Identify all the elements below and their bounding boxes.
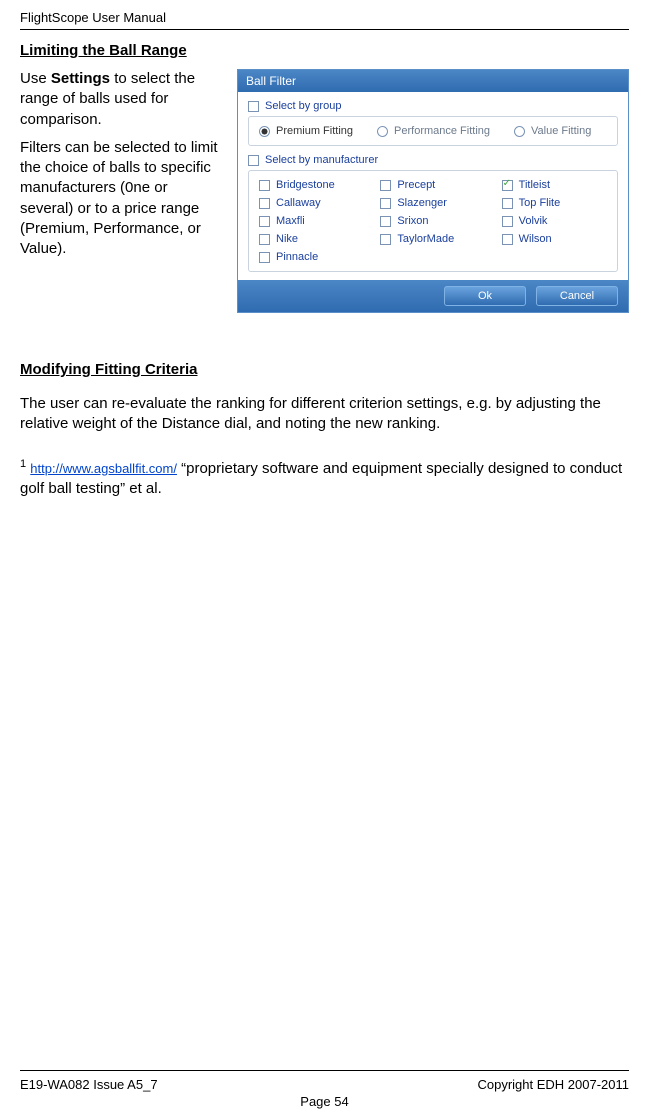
manufacturer-item[interactable]: TaylorMade — [380, 233, 485, 245]
manufacturer-item[interactable]: Volvik — [502, 215, 607, 227]
footer-right: Copyright EDH 2007-2011 — [477, 1077, 629, 1092]
select-by-group-checkbox[interactable] — [248, 101, 259, 112]
manufacturer-item[interactable]: Callaway — [259, 197, 364, 209]
checkbox-icon[interactable] — [380, 180, 391, 191]
footer-rule — [20, 1070, 629, 1071]
section1-para2: Filters can be selected to limit the cho… — [20, 138, 225, 260]
checkbox-icon[interactable] — [502, 180, 513, 191]
manufacturer-label: Srixon — [397, 215, 428, 227]
manufacturer-label: Wilson — [519, 233, 552, 245]
checkbox-icon[interactable] — [259, 180, 270, 191]
checkbox-icon[interactable] — [502, 198, 513, 209]
group-option[interactable]: Performance Fitting — [377, 125, 490, 137]
manufacturer-label: Slazenger — [397, 197, 447, 209]
group-option-label: Value Fitting — [531, 125, 591, 137]
manufacturer-item[interactable]: Pinnacle — [259, 251, 364, 263]
radio-icon[interactable] — [377, 126, 388, 137]
footer-left: E19-WA082 Issue A5_7 — [20, 1077, 158, 1092]
footer-page: Page 54 — [20, 1094, 629, 1109]
manufacturer-label: TaylorMade — [397, 233, 454, 245]
ok-button[interactable]: Ok — [444, 286, 526, 306]
select-by-mfr-label: Select by manufacturer — [265, 154, 378, 166]
select-by-group-label: Select by group — [265, 100, 341, 112]
group-option-label: Premium Fitting — [276, 125, 353, 137]
checkbox-icon[interactable] — [502, 216, 513, 227]
manufacturer-item[interactable]: Bridgestone — [259, 179, 364, 191]
manufacturer-label: Titleist — [519, 179, 550, 191]
manufacturer-item[interactable]: Wilson — [502, 233, 607, 245]
para1-bold: Settings — [51, 70, 110, 87]
manufacturer-item[interactable]: Top Flite — [502, 197, 607, 209]
section1-row: Use Settings to select the range of ball… — [20, 69, 629, 313]
checkbox-icon[interactable] — [259, 198, 270, 209]
group-option[interactable]: Value Fitting — [514, 125, 591, 137]
manufacturer-item[interactable]: Nike — [259, 233, 364, 245]
dialog-body: Select by group Premium Fitting Performan… — [238, 92, 628, 272]
header-rule — [20, 29, 629, 30]
checkbox-icon[interactable] — [259, 234, 270, 245]
manufacturer-item[interactable]: Slazenger — [380, 197, 485, 209]
checkbox-icon[interactable] — [259, 216, 270, 227]
radio-icon[interactable] — [259, 126, 270, 137]
doc-header-title: FlightScope User Manual — [20, 10, 629, 25]
footnote-link[interactable]: http://www.agsballfit.com/ — [30, 461, 177, 476]
manufacturer-label: Maxfli — [276, 215, 305, 227]
cancel-button[interactable]: Cancel — [536, 286, 618, 306]
manufacturer-label: Callaway — [276, 197, 321, 209]
section2-heading: Modifying Fitting Criteria — [20, 361, 629, 378]
manufacturer-panel: Bridgestone Precept Titleist Callaway Slazen… — [248, 170, 618, 272]
radio-icon[interactable] — [514, 126, 525, 137]
select-by-group-row[interactable]: Select by group — [248, 100, 618, 112]
para1-pre: Use — [20, 70, 51, 87]
checkbox-icon[interactable] — [502, 234, 513, 245]
checkbox-icon[interactable] — [380, 216, 391, 227]
dialog-button-bar: Ok Cancel — [238, 280, 628, 312]
manufacturer-label: Pinnacle — [276, 251, 318, 263]
group-option[interactable]: Premium Fitting — [259, 125, 353, 137]
group-option-label: Performance Fitting — [394, 125, 490, 137]
ball-filter-dialog: Ball Filter Select by group Premium Fitt… — [237, 69, 629, 313]
section1-para1: Use Settings to select the range of ball… — [20, 69, 225, 130]
manufacturer-label: Precept — [397, 179, 435, 191]
manufacturer-label: Bridgestone — [276, 179, 335, 191]
section2-body: The user can re-evaluate the ranking for… — [20, 394, 629, 435]
select-by-mfr-checkbox[interactable] — [248, 155, 259, 166]
manufacturer-label: Volvik — [519, 215, 548, 227]
footnote-marker: 1 — [20, 458, 26, 470]
manufacturer-item[interactable]: Maxfli — [259, 215, 364, 227]
footnote: 1 http://www.agsballfit.com/ “proprietar… — [20, 457, 629, 500]
section1-text-column: Use Settings to select the range of ball… — [20, 69, 225, 313]
section1-heading: Limiting the Ball Range — [20, 42, 629, 59]
dialog-title: Ball Filter — [238, 70, 628, 92]
checkbox-icon[interactable] — [259, 252, 270, 263]
manufacturer-label: Top Flite — [519, 197, 561, 209]
checkbox-icon[interactable] — [380, 234, 391, 245]
manufacturer-item[interactable]: Precept — [380, 179, 485, 191]
manufacturer-item[interactable]: Srixon — [380, 215, 485, 227]
page-footer: E19-WA082 Issue A5_7 Copyright EDH 2007-… — [20, 1068, 629, 1109]
checkbox-icon[interactable] — [380, 198, 391, 209]
manufacturer-item[interactable]: Titleist — [502, 179, 607, 191]
group-options-panel: Premium Fitting Performance Fitting Value … — [248, 116, 618, 146]
select-by-mfr-row[interactable]: Select by manufacturer — [248, 154, 618, 166]
manufacturer-label: Nike — [276, 233, 298, 245]
